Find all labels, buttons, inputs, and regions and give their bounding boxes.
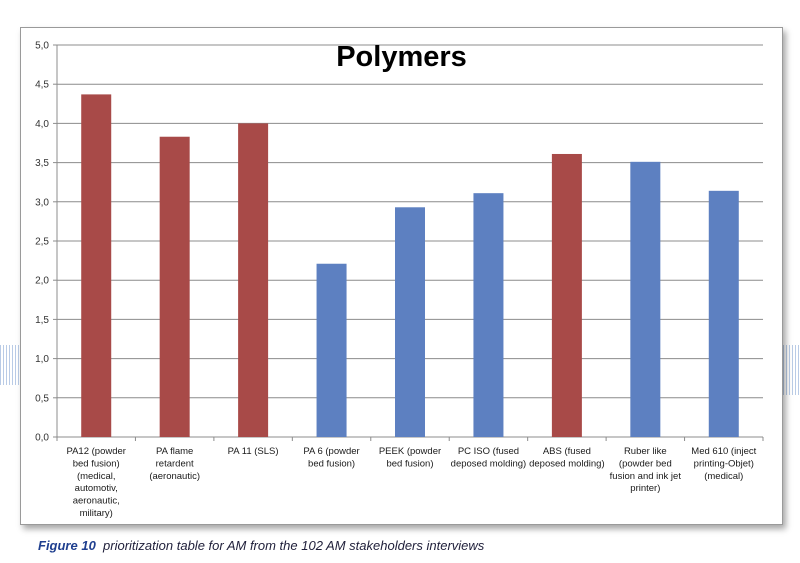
- bar: [159, 136, 190, 437]
- x-tick-label: PA 6 (powder bed fusion): [303, 446, 359, 469]
- x-tick-label-line: (aeronautic): [149, 471, 200, 482]
- bar: [473, 193, 504, 437]
- x-tick-label: Med 610 (inject printing-Objet) (medical): [691, 446, 756, 482]
- bar: [551, 153, 582, 437]
- x-tick-label-line: (powder bed: [619, 458, 672, 469]
- figure-caption: Figure 10 prioritization table for AM fr…: [38, 538, 484, 553]
- x-tick-label-line: retardent: [156, 458, 194, 469]
- figure-label: Figure 10: [38, 538, 96, 553]
- x-tick-label-line: Ruber like: [624, 446, 667, 457]
- x-tick-label-line: PEEK (powder: [379, 446, 441, 457]
- x-tick-label-line: military): [80, 508, 113, 519]
- x-tick-label-line: PA flame: [156, 446, 193, 457]
- x-tick-label: Ruber like (powder bed fusion and ink jet p…: [610, 446, 682, 494]
- decorative-stripe-right: [780, 345, 800, 395]
- bar: [316, 263, 347, 437]
- x-tick-label-line: PC ISO (fused: [458, 446, 519, 457]
- bar: [81, 94, 112, 437]
- x-tick-label-line: PA12 (powder: [66, 446, 126, 457]
- y-tick-label: 0,0: [35, 433, 49, 444]
- chart-title: Polymers: [336, 41, 467, 73]
- x-tick-label-line: printing-Objet): [694, 458, 754, 469]
- x-tick-label-line: PA 6 (powder: [303, 446, 359, 457]
- x-tick-label: PA12 (powder bed fusion) (medical, automoti…: [66, 446, 126, 519]
- y-tick-label: 2,0: [35, 276, 49, 287]
- y-tick-label: 2,5: [35, 237, 49, 248]
- bar-chart: 0,0 0,5 1,0 1,5 2,0 2,5 3,0 3,5 4,0 4,5 5,0 PA12 (p…: [35, 41, 764, 519]
- x-tick-label-line: bed fusion): [308, 458, 355, 469]
- bar: [395, 207, 425, 437]
- x-tick-label-line: automotiv,: [75, 483, 118, 494]
- x-tick-label-line: deposed molding): [529, 458, 605, 469]
- y-tick-label: 1,5: [35, 315, 49, 326]
- x-tick-label-line: PA 11 (SLS): [228, 446, 279, 457]
- x-tick-label-line: bed fusion): [73, 458, 120, 469]
- y-tick-label: 3,5: [35, 158, 49, 169]
- x-tick-label-line: Med 610 (inject: [691, 446, 756, 457]
- caption-text: prioritization table for AM from the 102…: [103, 538, 485, 553]
- y-tick-label: 4,0: [35, 119, 49, 130]
- bar: [238, 123, 269, 438]
- x-tick-label-line: bed fusion): [386, 458, 433, 469]
- bar: [630, 161, 661, 438]
- x-tick-label: PA 11 (SLS): [228, 446, 279, 457]
- y-tick-label: 1,0: [35, 354, 49, 365]
- y-tick-label: 3,0: [35, 197, 49, 208]
- x-tick-label: ABS (fused deposed molding): [529, 446, 605, 469]
- y-tick-label: 5,0: [35, 41, 49, 52]
- x-tick-label: PEEK (powder bed fusion): [379, 446, 441, 469]
- x-tick-label: PC ISO (fused deposed molding): [451, 446, 527, 469]
- x-tick-label-line: (medical,: [77, 471, 116, 482]
- chart-frame: 0,0 0,5 1,0 1,5 2,0 2,5 3,0 3,5 4,0 4,5 5,0 PA12 (p…: [20, 27, 783, 525]
- x-tick-label-line: fusion and ink jet: [610, 471, 682, 482]
- y-tick-label: 4,5: [35, 80, 49, 91]
- bar: [708, 190, 739, 437]
- decorative-stripe-left: [0, 345, 22, 385]
- x-tick-label: PA flame retardent (aeronautic): [149, 446, 200, 482]
- x-tick-label-line: (medical): [704, 471, 743, 482]
- x-tick-label-line: printer): [630, 483, 660, 494]
- x-tick-label-line: ABS (fused: [543, 446, 591, 457]
- x-tick-label-line: aeronautic,: [73, 496, 120, 507]
- x-tick-label-line: deposed molding): [451, 458, 527, 469]
- y-tick-label: 0,5: [35, 393, 49, 404]
